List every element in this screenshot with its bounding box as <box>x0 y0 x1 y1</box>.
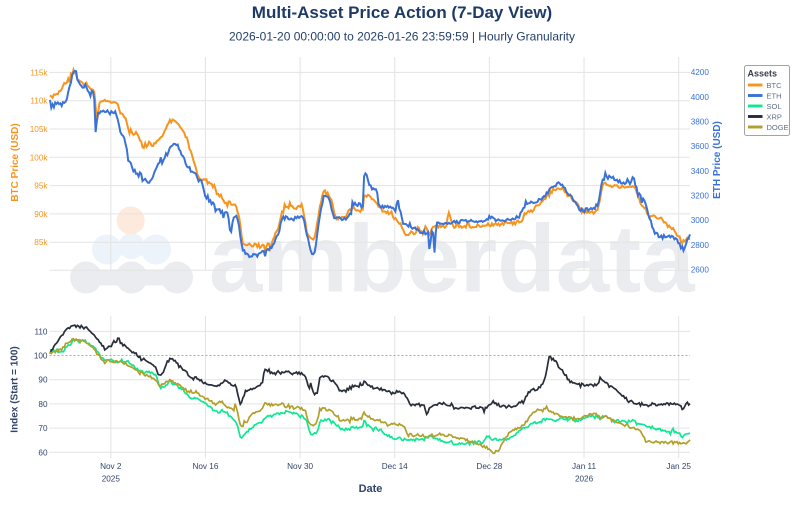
svg-text:SOL: SOL <box>767 102 782 111</box>
svg-text:80: 80 <box>38 400 48 409</box>
svg-text:Nov 2: Nov 2 <box>100 462 122 471</box>
svg-text:Multi-Asset Price Action (7-Da: Multi-Asset Price Action (7-Day View) <box>252 3 552 22</box>
svg-text:2026: 2026 <box>575 474 594 483</box>
svg-text:4000: 4000 <box>691 93 710 102</box>
svg-text:3800: 3800 <box>691 118 710 127</box>
svg-text:Jan 11: Jan 11 <box>572 462 596 471</box>
svg-text:2026-01-20 00:00:00 to 2026-01: 2026-01-20 00:00:00 to 2026-01-26 23:59:… <box>229 30 575 44</box>
svg-text:Jan 25: Jan 25 <box>666 462 691 471</box>
svg-text:100k: 100k <box>30 153 49 162</box>
svg-text:Date: Date <box>359 483 383 495</box>
svg-text:ETH: ETH <box>767 91 782 100</box>
svg-text:Dec 14: Dec 14 <box>382 462 408 471</box>
svg-text:90: 90 <box>38 376 48 385</box>
svg-text:3000: 3000 <box>691 216 710 225</box>
svg-text:BTC Price (USD): BTC Price (USD) <box>10 123 21 201</box>
svg-text:2600: 2600 <box>691 265 710 274</box>
svg-text:DOGE: DOGE <box>767 123 789 132</box>
svg-text:Nov 30: Nov 30 <box>287 462 313 471</box>
svg-text:4200: 4200 <box>691 68 710 77</box>
svg-text:XRP: XRP <box>767 112 782 121</box>
svg-text:Nov 16: Nov 16 <box>192 462 218 471</box>
svg-text:Index (Start = 100): Index (Start = 100) <box>10 346 21 432</box>
svg-text:95k: 95k <box>34 182 48 191</box>
svg-text:BTC: BTC <box>767 81 783 90</box>
svg-text:70: 70 <box>38 424 48 433</box>
svg-text:3400: 3400 <box>691 167 710 176</box>
svg-text:110: 110 <box>34 327 47 336</box>
svg-text:105k: 105k <box>30 125 49 134</box>
svg-text:100: 100 <box>34 352 48 361</box>
svg-text:2800: 2800 <box>691 241 710 250</box>
svg-text:115k: 115k <box>30 68 48 77</box>
svg-text:60: 60 <box>38 448 48 457</box>
svg-text:ETH Price (USD): ETH Price (USD) <box>712 121 723 199</box>
svg-text:Dec 28: Dec 28 <box>476 462 502 471</box>
svg-text:3200: 3200 <box>691 191 710 200</box>
svg-text:85k: 85k <box>34 238 48 247</box>
svg-text:3600: 3600 <box>691 142 710 151</box>
svg-text:90k: 90k <box>34 210 48 219</box>
svg-text:Assets: Assets <box>748 69 778 79</box>
svg-text:110k: 110k <box>30 97 48 106</box>
svg-text:2025: 2025 <box>102 474 121 483</box>
